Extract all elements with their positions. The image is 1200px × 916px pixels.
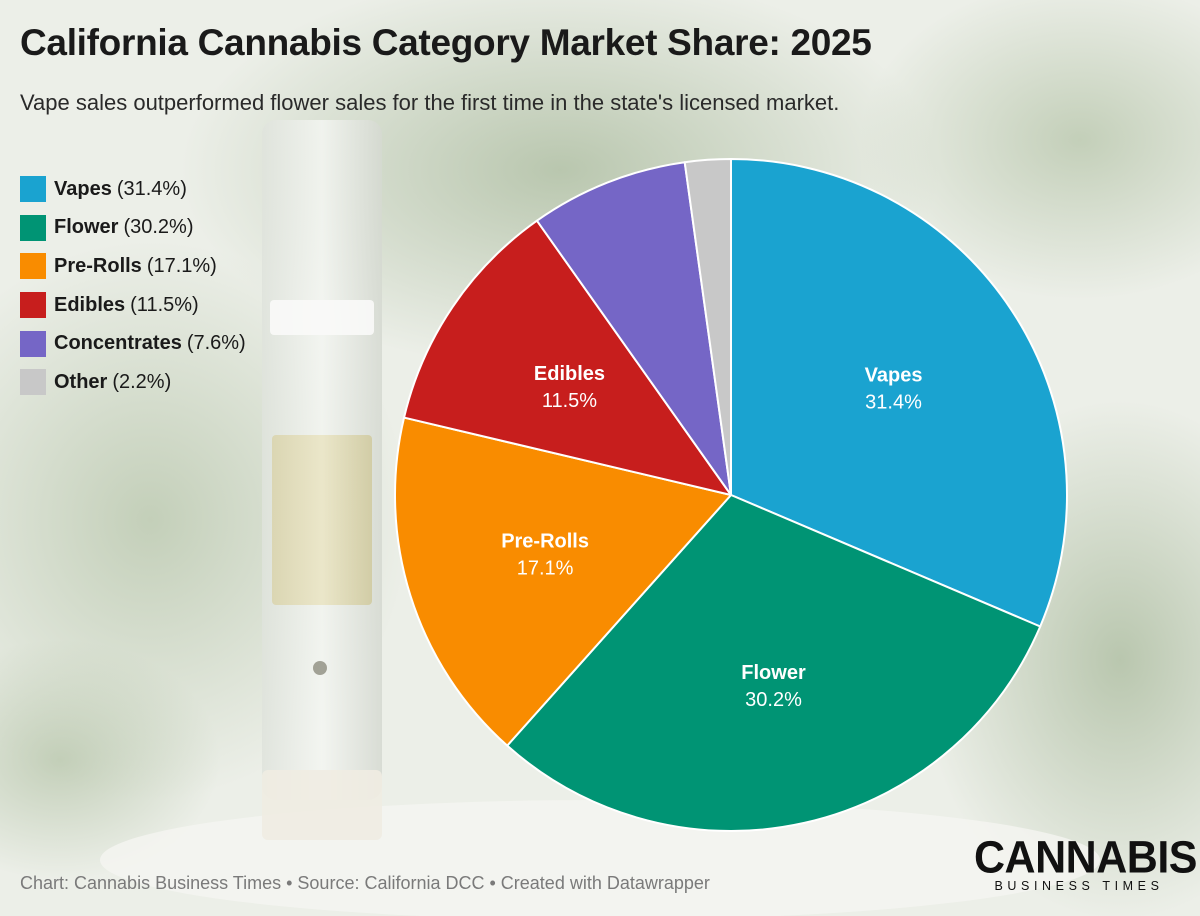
logo-main-text: CANNABIS	[974, 832, 1197, 884]
slice-label-name: Vapes	[865, 364, 923, 386]
pie-slice-pre-rolls	[394, 416, 732, 747]
legend-percent: (11.5%)	[130, 293, 199, 316]
chart-title: California Cannabis Category Market Shar…	[20, 22, 872, 63]
pie-slice-concentrates	[535, 161, 732, 496]
slice-label-value: 11.5%	[542, 390, 597, 412]
legend-swatch	[20, 176, 46, 203]
slice-label-value: 17.1%	[517, 557, 574, 579]
legend-label: Pre-Rolls	[54, 254, 142, 277]
logo-sub-text: BUSINESS TIMES	[994, 879, 1164, 893]
legend-item-edibles: Edibles (11.5%)	[20, 286, 246, 325]
legend-label: Concentrates	[54, 332, 182, 355]
pie-slice-other	[683, 158, 732, 496]
legend-item-other: Other (2.2%)	[20, 363, 246, 402]
legend-swatch	[20, 330, 46, 357]
legend-swatch	[20, 253, 46, 280]
legend-swatch	[20, 292, 46, 319]
legend-swatch	[20, 369, 46, 396]
pie-slice-vapes	[730, 158, 1069, 628]
legend-item-concentrates: Concentrates (7.6%)	[20, 324, 246, 363]
legend-percent: (2.2%)	[112, 370, 172, 393]
legend-label: Vapes	[54, 177, 112, 200]
chart-legend: Vapes (31.4%) Flower (30.2%) Pre-Rolls (17.1%…	[20, 170, 246, 402]
legend-label: Edibles	[54, 293, 126, 316]
pie-slice-flower	[506, 494, 1042, 832]
legend-swatch	[20, 214, 46, 241]
slice-label-value: 30.2%	[745, 689, 802, 711]
slice-label-name: Pre-Rolls	[501, 530, 589, 552]
slice-label-name: Flower	[741, 662, 806, 684]
slice-label-name: Edibles	[534, 363, 605, 385]
legend-percent: (7.6%)	[186, 332, 246, 355]
legend-label: Other	[54, 370, 108, 393]
legend-percent: (30.2%)	[123, 216, 194, 239]
chart-footer: Chart: Cannabis Business Times • Source:…	[20, 873, 710, 893]
legend-item-pre-rolls: Pre-Rolls (17.1%)	[20, 247, 246, 286]
legend-label: Flower	[54, 216, 119, 239]
publisher-logo: CANNABIS BUSINESS TIMES	[974, 832, 1197, 894]
chart-subtitle: Vape sales outperformed flower sales for…	[20, 90, 840, 115]
legend-item-vapes: Vapes (31.4%)	[20, 170, 246, 209]
legend-percent: (31.4%)	[116, 177, 187, 200]
legend-percent: (17.1%)	[146, 254, 217, 277]
pie-slice-edibles	[403, 219, 732, 496]
legend-item-flower: Flower (30.2%)	[20, 209, 246, 248]
slice-label-value: 31.4%	[865, 391, 922, 413]
